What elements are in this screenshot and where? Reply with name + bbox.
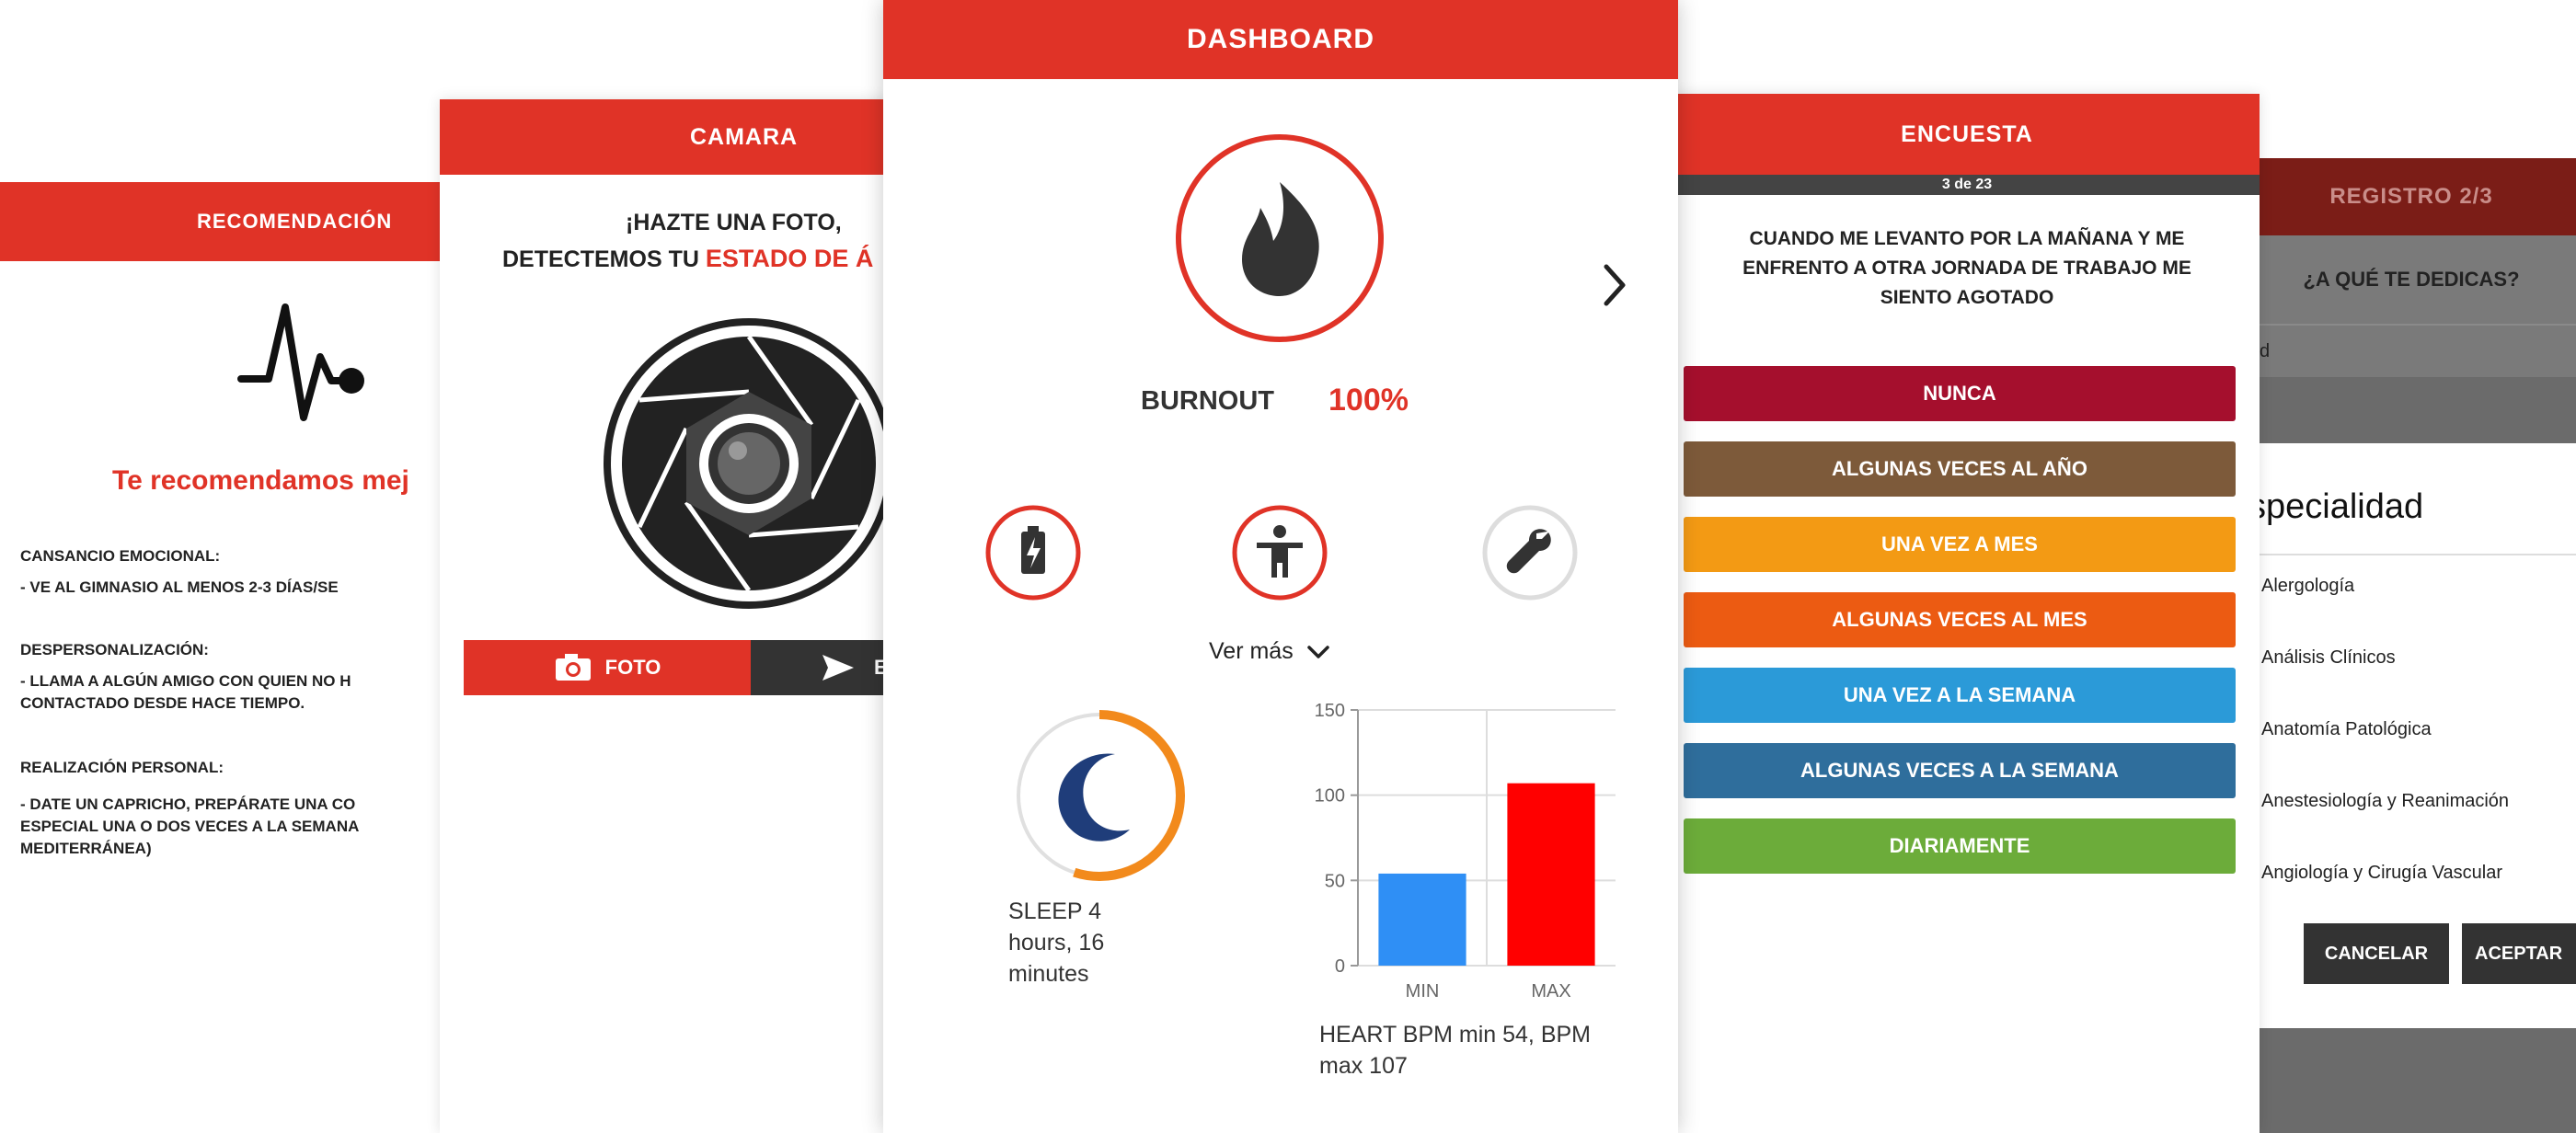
option-algunas-veces-al-ano[interactable]: ALGUNAS VECES AL AÑO [1684,441,2236,497]
dashboard-title: DASHBOARD [1187,24,1374,54]
foto-button[interactable]: FOTO [464,640,751,695]
dialog-divider [2247,554,2576,555]
encuesta-header: ENCUESTA [1674,94,2260,175]
question-line: CUANDO ME LEVANTO POR LA MAÑANA Y ME [1749,228,2185,249]
list-item[interactable]: Análisis Clínicos [2261,647,2396,668]
recomendacion-intro: Te recomendamos mej [112,465,409,496]
heartbeat-icon [237,303,364,421]
option-una-vez-a-la-semana[interactable]: UNA VEZ A LA SEMANA [1684,668,2236,723]
list-item[interactable]: Alergología [2261,576,2355,596]
section-text: ESPECIAL UNA O DOS VECES A LA SEMANA [20,818,360,835]
option-algunas-veces-al-mes[interactable]: ALGUNAS VECES AL MES [1684,592,2236,647]
camara-screen: CAMARA ¡HAZTE UNA FOTO, DETECTEMOS TU ES… [440,99,900,1133]
option-algunas-veces-a-la-semana[interactable]: ALGUNAS VECES A LA SEMANA [1684,743,2236,798]
ver-mas-label: Ver más [1209,638,1294,664]
registro-screen: REGISTRO 2/3 ¿A QUÉ TE DEDICAS? d specia… [2247,158,2576,1133]
section-heading: REALIZACIÓN PERSONAL: [20,759,224,776]
send-icon [822,655,854,681]
send-button[interactable]: E [751,640,900,695]
ver-mas-toggle[interactable]: Ver más [1209,638,1330,665]
y-tick-label: 100 [1315,786,1345,807]
camara-prompt-line1: ¡HAZTE UNA FOTO, [626,210,842,235]
section-text: - DATE UN CAPRICHO, PREPÁRATE UNA CO [20,795,356,813]
list-item[interactable]: Anestesiología y Reanimación [2261,791,2510,811]
aceptar-button[interactable]: ACEPTAR [2462,923,2576,984]
x-tick-label: MAX [1531,981,1570,1001]
question-line: SIENTO AGOTADO [1880,287,2054,308]
survey-question: CUANDO ME LEVANTO POR LA MAÑANA Y ME ENF… [1674,224,2260,313]
option-una-vez-a-mes[interactable]: UNA VEZ A MES [1684,517,2236,572]
camera-lens-icon[interactable] [602,316,896,611]
recomendacion-screen: RECOMENDACIÓN Te recomendamos mej CANSAN… [0,182,451,1133]
list-item[interactable]: Anatomía Patológica [2261,719,2432,739]
registro-header: REGISTRO 2/3 [2247,158,2576,235]
moon-icon [1058,753,1130,841]
y-tick-label: 0 [1335,956,1345,977]
battery-icon[interactable] [984,504,1082,601]
option-nunca[interactable]: NUNCA [1684,366,2236,421]
camara-prompt-line2: DETECTEMOS TU ESTADO DE Á [502,245,873,273]
cancelar-button[interactable]: CANCELAR [2304,923,2449,984]
camara-header: CAMARA [440,99,900,175]
encuesta-screen: ENCUESTA 3 de 23 CUANDO ME LEVANTO POR L… [1674,94,2260,1133]
section-heading: DESPERSONALIZACIÓN: [20,641,209,658]
registro-title: REGISTRO 2/3 [2329,184,2493,209]
recomendacion-title: RECOMENDACIÓN [197,210,393,233]
registro-question: ¿A QUÉ TE DEDICAS? [2247,235,2576,324]
y-tick-label: 50 [1325,871,1345,891]
chevron-down-icon [1306,645,1329,658]
section-text: CONTACTADO DESDE HACE TIEMPO. [20,694,305,712]
progress-bar: 3 de 23 [1674,175,2260,195]
dashboard-screen: DASHBOARD BURNOUT 100% Ver más SLEEP 4 h… [883,0,1678,1133]
foto-label: FOTO [604,656,661,679]
heart-bpm-chart: 0 50 100 150 MIN MAX [1315,701,1616,1001]
section-text: - LLAMA A ALGÚN AMIGO CON QUIEN NO H [20,672,351,690]
chevron-right-icon[interactable] [1601,263,1628,307]
person-icon[interactable] [1231,504,1328,601]
dialog-title: specialidad [2248,487,2424,526]
y-tick-label: 150 [1315,701,1345,721]
x-tick-label: MIN [1406,981,1440,1001]
progress-text: 3 de 23 [1941,177,1993,192]
registro-field[interactable]: d [2247,324,2576,377]
camara-prompt-text: DETECTEMOS TU [502,246,706,272]
section-text: MEDITERRÁNEA) [20,840,152,857]
camera-icon [555,654,591,681]
dashboard-header: DASHBOARD [883,0,1678,79]
sleep-text: SLEEP 4 hours, 16 minutes [1008,898,1105,987]
sleep-progress-arc [1014,710,1185,881]
encuesta-title: ENCUESTA [1901,120,2033,147]
burnout-label: BURNOUT [1141,386,1274,416]
wrench-icon[interactable] [1481,504,1579,601]
recomendacion-header: RECOMENDACIÓN [0,182,451,261]
camara-prompt-highlight: ESTADO DE Á [705,245,874,272]
burnout-value: 100% [1328,383,1409,418]
list-item[interactable]: Angiología y Cirugía Vascular [2261,863,2502,883]
bar-min [1378,873,1466,966]
camara-title: CAMARA [690,123,799,150]
section-heading: CANSANCIO EMOCIONAL: [20,547,221,565]
section-text: - VE AL GIMNASIO AL MENOS 2-3 DÍAS/SE [20,578,339,596]
option-diariamente[interactable]: DIARIAMENTE [1684,818,2236,874]
flame-icon[interactable] [1172,131,1387,346]
sleep-ring [1014,710,1185,881]
heart-text: HEART BPM min 54, BPM max 107 [1319,1022,1591,1079]
bar-max [1507,783,1595,966]
question-line: ENFRENTO A OTRA JORNADA DE TRABAJO ME [1742,258,2191,279]
